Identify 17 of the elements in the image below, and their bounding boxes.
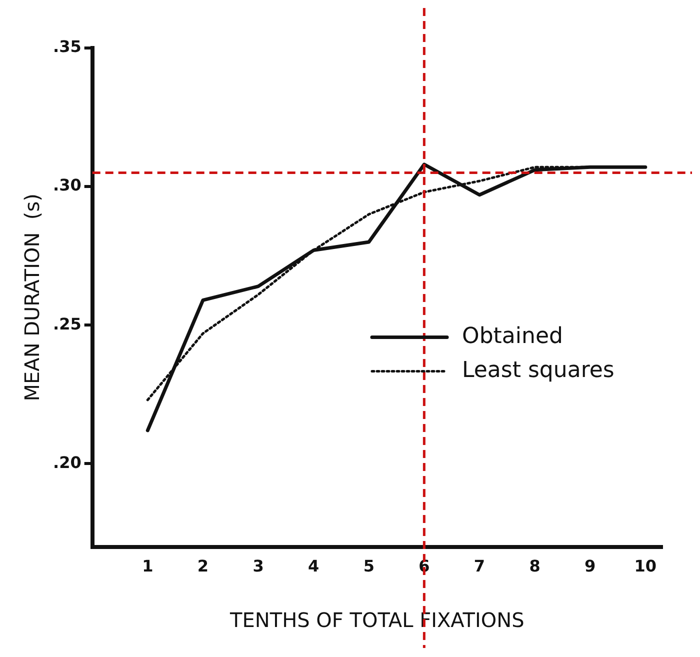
y-tick-label: .30 (53, 176, 82, 195)
x-tick-label: 10 (634, 556, 657, 576)
x-tick-label: 9 (584, 556, 596, 576)
y-tick-label: .35 (53, 37, 82, 56)
x-tick-label: 3 (252, 556, 264, 576)
y-axis-title: MEAN DURATION (s) (20, 194, 44, 402)
x-tick-label: 1 (142, 556, 154, 576)
x-axis-title: TENTHS OF TOTAL FIXATIONS (229, 608, 524, 632)
x-tick-label: 7 (474, 556, 486, 576)
legend-label: Least squares (462, 358, 614, 384)
y-tick-label: .20 (53, 452, 82, 472)
x-tick-label: 4 (308, 556, 320, 576)
legend-label: Obtained (462, 324, 563, 350)
y-tick-label: .25 (53, 314, 82, 334)
x-tick-label: 8 (529, 556, 540, 576)
x-tick-label: 2 (197, 556, 209, 576)
x-tick-label: 5 (363, 556, 374, 576)
